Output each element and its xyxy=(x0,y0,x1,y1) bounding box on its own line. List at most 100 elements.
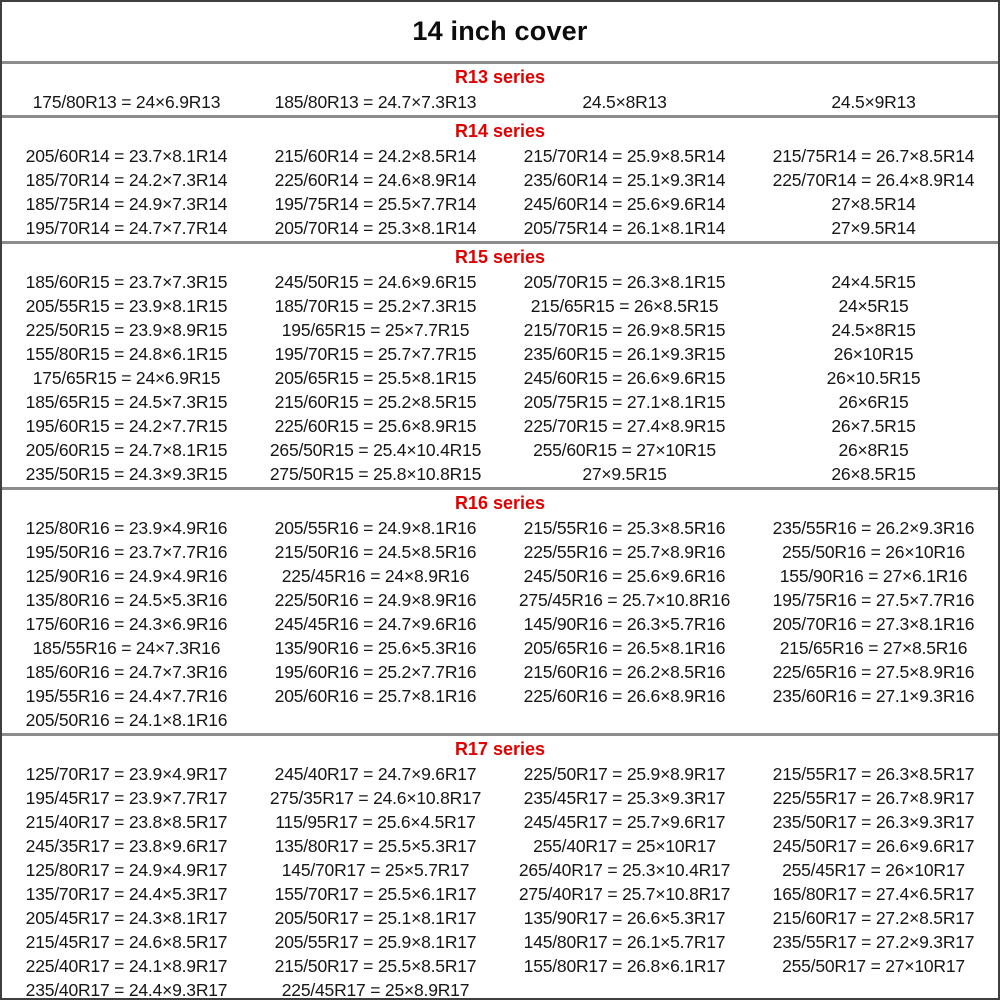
size-cell xyxy=(251,708,500,732)
size-cell: 205/70R16 = 27.3×8.1R16 xyxy=(772,614,975,634)
table-row: 125/80R16 = 23.9×4.9R16 205/55R16 = 24.9×… xyxy=(2,516,998,540)
size-cell: 235/60R16 = 27.1×9.3R16 xyxy=(772,686,975,706)
size-cell: 195/75R14 = 25.5×7.7R14 xyxy=(274,194,477,214)
size-cell: 215/40R17 = 23.8×8.5R17 xyxy=(25,812,228,832)
series-section: R15 series 185/60R15 = 23.7×7.3R15 245/50R… xyxy=(2,244,998,490)
size-cell: 24.5×9R13 xyxy=(831,92,916,112)
table-row: 175/60R16 = 24.3×6.9R16 245/45R16 = 24.7×… xyxy=(2,612,998,636)
size-cell: 245/60R15 = 26.6×9.6R15 xyxy=(523,368,726,388)
size-cell: 215/60R15 = 25.2×8.5R15 xyxy=(274,392,477,412)
size-cell: 215/60R14 = 24.2×8.5R14 xyxy=(274,146,477,166)
size-cell: 205/70R14 = 25.3×8.1R14 xyxy=(274,218,477,238)
size-cell: 225/45R16 = 24×8.9R16 xyxy=(281,566,470,586)
size-cell: 215/65R16 = 27×8.5R16 xyxy=(779,638,968,658)
size-cell: 225/55R16 = 25.7×8.9R16 xyxy=(523,542,726,562)
size-cell: 205/60R16 = 25.7×8.1R16 xyxy=(274,686,477,706)
table-row: 195/45R17 = 23.9×7.7R17 275/35R17 = 24.6×… xyxy=(2,786,998,810)
size-cell: 195/45R17 = 23.9×7.7R17 xyxy=(25,788,228,808)
table-row: 215/45R17 = 24.6×8.5R17 205/55R17 = 25.9×… xyxy=(2,930,998,954)
table-row: 195/60R15 = 24.2×7.7R15 225/60R15 = 25.6×… xyxy=(2,414,998,438)
size-cell: 195/75R16 = 27.5×7.7R16 xyxy=(772,590,975,610)
table-row: 125/90R16 = 24.9×4.9R16 225/45R16 = 24×8.… xyxy=(2,564,998,588)
size-cell: 195/50R16 = 23.7×7.7R16 xyxy=(25,542,228,562)
size-cell: 26×8R15 xyxy=(838,440,909,460)
size-cell: 225/50R16 = 24.9×8.9R16 xyxy=(274,590,477,610)
size-cell: 125/70R17 = 23.9×4.9R17 xyxy=(25,764,228,784)
table-row: 205/45R17 = 24.3×8.1R17 205/50R17 = 25.1×… xyxy=(2,906,998,930)
table-row: 135/80R16 = 24.5×5.3R16 225/50R16 = 24.9×… xyxy=(2,588,998,612)
table-row: 215/40R17 = 23.8×8.5R17 115/95R17 = 25.6×… xyxy=(2,810,998,834)
size-cell: 215/70R15 = 26.9×8.5R15 xyxy=(523,320,726,340)
size-cell: 255/45R17 = 26×10R17 xyxy=(782,860,965,880)
size-cell: 24×5R15 xyxy=(838,296,909,316)
size-cell: 195/70R15 = 25.7×7.7R15 xyxy=(274,344,477,364)
size-cell: 205/45R17 = 24.3×8.1R17 xyxy=(25,908,228,928)
size-cell: 265/50R15 = 25.4×10.4R15 xyxy=(269,440,482,460)
size-cell: 225/60R14 = 24.6×8.9R14 xyxy=(274,170,477,190)
size-cell: 155/70R17 = 25.5×6.1R17 xyxy=(274,884,477,904)
size-cell: 195/60R15 = 24.2×7.7R15 xyxy=(25,416,228,436)
size-cell: 235/45R17 = 25.3×9.3R17 xyxy=(523,788,726,808)
size-cell: 205/75R15 = 27.1×8.1R15 xyxy=(523,392,726,412)
size-cell: 185/70R15 = 25.2×7.3R15 xyxy=(274,296,477,316)
size-cell: 205/65R15 = 25.5×8.1R15 xyxy=(274,368,477,388)
table-row: 125/70R17 = 23.9×4.9R17 245/40R17 = 24.7×… xyxy=(2,762,998,786)
size-cell: 225/45R17 = 25×8.9R17 xyxy=(281,980,470,1000)
size-cell: 155/80R17 = 26.8×6.1R17 xyxy=(523,956,726,976)
size-cell: 215/70R14 = 25.9×8.5R14 xyxy=(523,146,726,166)
size-cell: 27×9.5R14 xyxy=(831,218,916,238)
size-cell: 175/60R16 = 24.3×6.9R16 xyxy=(25,614,228,634)
table-row: 185/60R15 = 23.7×7.3R15 245/50R15 = 24.6×… xyxy=(2,270,998,294)
table-row: 185/55R16 = 24×7.3R16 135/90R16 = 25.6×5.… xyxy=(2,636,998,660)
size-cell: 185/70R14 = 24.2×7.3R14 xyxy=(25,170,228,190)
size-cell: 205/65R16 = 26.5×8.1R16 xyxy=(523,638,726,658)
size-cell: 135/90R16 = 25.6×5.3R16 xyxy=(274,638,477,658)
size-cell: 175/80R13 = 24×6.9R13 xyxy=(32,92,221,112)
size-cell: 135/80R16 = 24.5×5.3R16 xyxy=(25,590,228,610)
size-cell: 205/55R17 = 25.9×8.1R17 xyxy=(274,932,477,952)
size-cell: 245/50R15 = 24.6×9.6R15 xyxy=(274,272,477,292)
size-cell: 215/50R17 = 25.5×8.5R17 xyxy=(274,956,477,976)
size-cell: 235/60R15 = 26.1×9.3R15 xyxy=(523,344,726,364)
size-cell: 24.5×8R15 xyxy=(831,320,916,340)
size-cell: 265/40R17 = 25.3×10.4R17 xyxy=(518,860,731,880)
size-cell: 225/60R15 = 25.6×8.9R15 xyxy=(274,416,477,436)
size-cell: 215/75R14 = 26.7×8.5R14 xyxy=(772,146,975,166)
size-cell: 215/65R15 = 26×8.5R15 xyxy=(530,296,719,316)
series-header: R16 series xyxy=(454,493,546,513)
series-section: R16 series 125/80R16 = 23.9×4.9R16 205/55R… xyxy=(2,490,998,736)
size-cell: 255/60R15 = 27×10R15 xyxy=(533,440,716,460)
size-cell: 225/50R15 = 23.9×8.9R15 xyxy=(25,320,228,340)
table-row: 235/40R17 = 24.4×9.3R17 225/45R17 = 25×8.… xyxy=(2,978,998,1000)
table-row: 205/60R15 = 24.7×8.1R15 265/50R15 = 25.4×… xyxy=(2,438,998,462)
size-cell: 245/50R16 = 25.6×9.6R16 xyxy=(523,566,726,586)
size-cell: 26×10R15 xyxy=(833,344,914,364)
size-cell: 215/55R16 = 25.3×8.5R16 xyxy=(523,518,726,538)
size-cell: 225/55R17 = 26.7×8.9R17 xyxy=(772,788,975,808)
size-cell: 235/50R17 = 26.3×9.3R17 xyxy=(772,812,975,832)
size-cell: 255/40R17 = 25×10R17 xyxy=(533,836,716,856)
series-section: R14 series 205/60R14 = 23.7×8.1R14 215/60R… xyxy=(2,118,998,244)
size-cell: 205/55R16 = 24.9×8.1R16 xyxy=(274,518,477,538)
page-title: 14 inch cover xyxy=(2,2,998,64)
size-cell: 125/80R16 = 23.9×4.9R16 xyxy=(25,518,228,538)
size-cell: 205/70R15 = 26.3×8.1R15 xyxy=(523,272,726,292)
series-header: R13 series xyxy=(454,67,546,87)
size-cell: 215/55R17 = 26.3×8.5R17 xyxy=(772,764,975,784)
size-cell: 135/80R17 = 25.5×5.3R17 xyxy=(274,836,477,856)
table-row: 175/65R15 = 24×6.9R15 205/65R15 = 25.5×8.… xyxy=(2,366,998,390)
size-cell xyxy=(749,978,998,998)
size-cell: 235/50R15 = 24.3×9.3R15 xyxy=(25,464,228,484)
size-cell: 235/40R17 = 24.4×9.3R17 xyxy=(25,980,228,1000)
table-row: 195/70R14 = 24.7×7.7R14 205/70R14 = 25.3×… xyxy=(2,216,998,240)
size-cell xyxy=(500,978,749,998)
series-header: R17 series xyxy=(454,739,546,759)
size-cell: 125/80R17 = 24.9×4.9R17 xyxy=(25,860,228,880)
table-row: 185/70R14 = 24.2×7.3R14 225/60R14 = 24.6×… xyxy=(2,168,998,192)
size-cell: 215/45R17 = 24.6×8.5R17 xyxy=(25,932,228,952)
size-cell: 205/60R14 = 23.7×8.1R14 xyxy=(25,146,228,166)
size-cell: 185/65R15 = 24.5×7.3R15 xyxy=(25,392,228,412)
size-cell: 155/90R16 = 27×6.1R16 xyxy=(779,566,968,586)
size-cell: 205/50R16 = 24.1×8.1R16 xyxy=(25,710,228,730)
